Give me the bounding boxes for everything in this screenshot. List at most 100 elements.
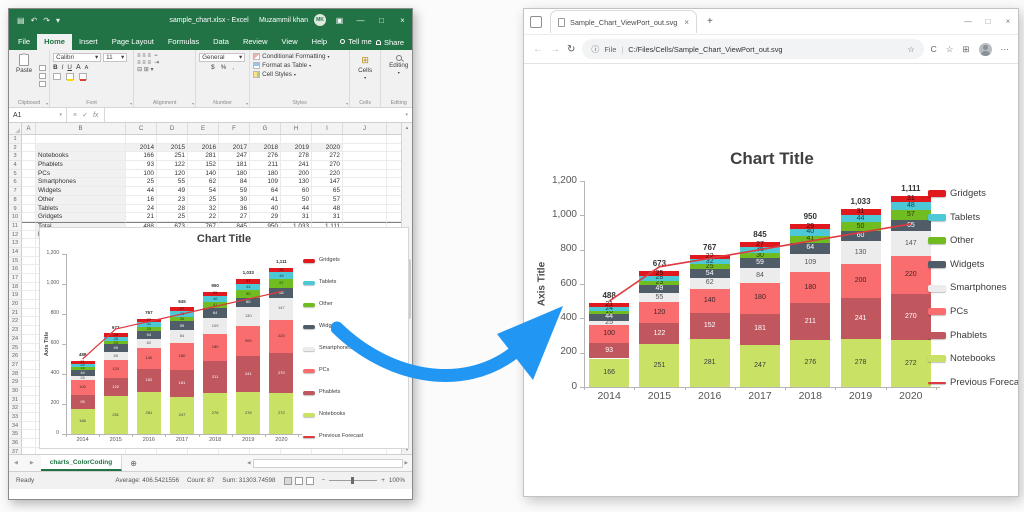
zoom-level[interactable]: 100%	[388, 477, 405, 484]
tab-close-icon[interactable]: ×	[684, 17, 690, 27]
row-header[interactable]: 13	[9, 239, 22, 248]
cell[interactable]: 122	[157, 161, 188, 170]
cell[interactable]: 247	[219, 152, 250, 162]
cell[interactable]: 93	[126, 161, 157, 170]
cell[interactable]: 180	[250, 169, 281, 179]
row-header[interactable]: 36	[9, 439, 22, 448]
cell[interactable]	[22, 230, 36, 240]
cell[interactable]: Smartphones	[36, 178, 126, 188]
cell[interactable]: 2017	[219, 143, 250, 153]
cell[interactable]	[22, 343, 36, 353]
copy-icon[interactable]	[39, 72, 47, 79]
cell[interactable]	[343, 143, 387, 153]
cell[interactable]	[343, 204, 387, 214]
cell[interactable]	[387, 187, 401, 196]
address-bar[interactable]: ⓘ File | C:/Files/Cells/Sample_Chart_Vie…	[582, 39, 924, 59]
zoom-out-icon[interactable]: −	[321, 477, 326, 484]
column-header-F[interactable]: F	[219, 123, 250, 134]
row-header[interactable]: 10	[9, 213, 22, 222]
cell[interactable]	[157, 447, 188, 454]
cell[interactable]: 44	[126, 187, 157, 196]
cell[interactable]	[22, 143, 36, 153]
cell[interactable]: 270	[312, 161, 343, 170]
row-header[interactable]: 29	[9, 378, 22, 387]
row-header[interactable]: 26	[9, 352, 22, 361]
ribbon-tab-data[interactable]: Data	[213, 37, 229, 46]
cell[interactable]: 59	[219, 187, 250, 196]
cell[interactable]: 24	[126, 204, 157, 214]
cell[interactable]	[219, 447, 250, 454]
new-sheet-icon[interactable]: ⊕	[130, 458, 137, 468]
cell[interactable]	[22, 378, 36, 387]
row-header[interactable]: 32	[9, 404, 22, 413]
cell[interactable]	[22, 239, 36, 248]
cell[interactable]	[22, 213, 36, 222]
column-header-E[interactable]: E	[188, 123, 219, 134]
cell[interactable]	[387, 135, 401, 144]
cell[interactable]: 109	[250, 178, 281, 188]
cell[interactable]	[387, 205, 401, 214]
cell[interactable]: 181	[219, 161, 250, 170]
cell[interactable]	[343, 178, 387, 188]
back-icon[interactable]: ←	[533, 43, 543, 55]
cell[interactable]	[22, 413, 36, 422]
cell[interactable]	[387, 170, 401, 179]
dialog-launcher-icon[interactable]: ▾	[46, 101, 49, 106]
row-header[interactable]: 20	[9, 300, 22, 309]
cell[interactable]	[22, 256, 36, 266]
fill-color-icon[interactable]	[66, 73, 75, 81]
scroll-right-icon[interactable]: ▶	[404, 460, 408, 465]
cell[interactable]	[219, 135, 250, 144]
grow-font-button[interactable]: A	[75, 64, 81, 71]
select-all-corner[interactable]	[9, 123, 22, 134]
cell[interactable]	[22, 161, 36, 170]
cell[interactable]	[22, 187, 36, 196]
cell[interactable]: 2020	[312, 143, 343, 153]
user-avatar[interactable]: MK	[314, 14, 326, 26]
enter-icon[interactable]: ✓	[82, 112, 88, 119]
cell[interactable]	[188, 135, 219, 144]
cell[interactable]: 147	[312, 178, 343, 188]
column-header-H[interactable]: H	[281, 123, 312, 134]
row-header[interactable]: 28	[9, 369, 22, 379]
number-format-dropdown[interactable]: General ▾	[199, 53, 246, 62]
cell[interactable]	[22, 326, 36, 335]
add-favorite-icon[interactable]: ☆	[907, 44, 915, 54]
cell[interactable]: 62	[188, 178, 219, 188]
cell[interactable]: Other	[36, 195, 126, 205]
cell[interactable]	[22, 204, 36, 214]
cell[interactable]: 120	[157, 169, 188, 179]
horizontal-scrollbar[interactable]: ◀ ▶	[247, 458, 412, 468]
cell[interactable]	[36, 447, 126, 454]
cell[interactable]	[36, 143, 126, 153]
borders-icon[interactable]	[53, 73, 62, 80]
zoom-slider-thumb[interactable]	[351, 477, 355, 484]
row-header[interactable]: 19	[9, 291, 22, 301]
cell[interactable]	[343, 169, 387, 179]
maximize-button[interactable]: □	[379, 15, 384, 25]
cell[interactable]: 166	[126, 152, 157, 162]
cell[interactable]: 55	[157, 178, 188, 188]
cell[interactable]	[281, 135, 312, 144]
cell[interactable]	[343, 135, 387, 144]
cell[interactable]: 31	[281, 213, 312, 222]
cell[interactable]	[188, 447, 219, 454]
format-as-table-button[interactable]: Format as Table ▾	[253, 62, 346, 69]
sheet-nav-right-icon[interactable]: ▶	[29, 460, 36, 466]
cell[interactable]	[157, 135, 188, 144]
cell[interactable]	[250, 447, 281, 454]
conditional-formatting-button[interactable]: Conditional Formatting ▾	[253, 53, 346, 60]
cell[interactable]	[22, 265, 36, 274]
ribbon-tab-formulas[interactable]: Formulas	[167, 37, 200, 46]
collections-icon[interactable]: ⊞	[962, 43, 970, 54]
cell[interactable]: 64	[250, 187, 281, 196]
row-header[interactable]: 34	[9, 421, 22, 431]
vertical-align-buttons[interactable]: ≡ ≡ ≡ ⌁	[137, 53, 158, 59]
cell[interactable]: Notebooks	[36, 152, 126, 162]
cell[interactable]: 49	[157, 187, 188, 196]
cell[interactable]: 2019	[281, 143, 312, 153]
cell[interactable]: 16	[126, 195, 157, 205]
scroll-left-icon[interactable]: ◀	[247, 460, 251, 465]
row-header[interactable]: 21	[9, 308, 22, 318]
ribbon-tab-home[interactable]: Home	[37, 34, 72, 50]
